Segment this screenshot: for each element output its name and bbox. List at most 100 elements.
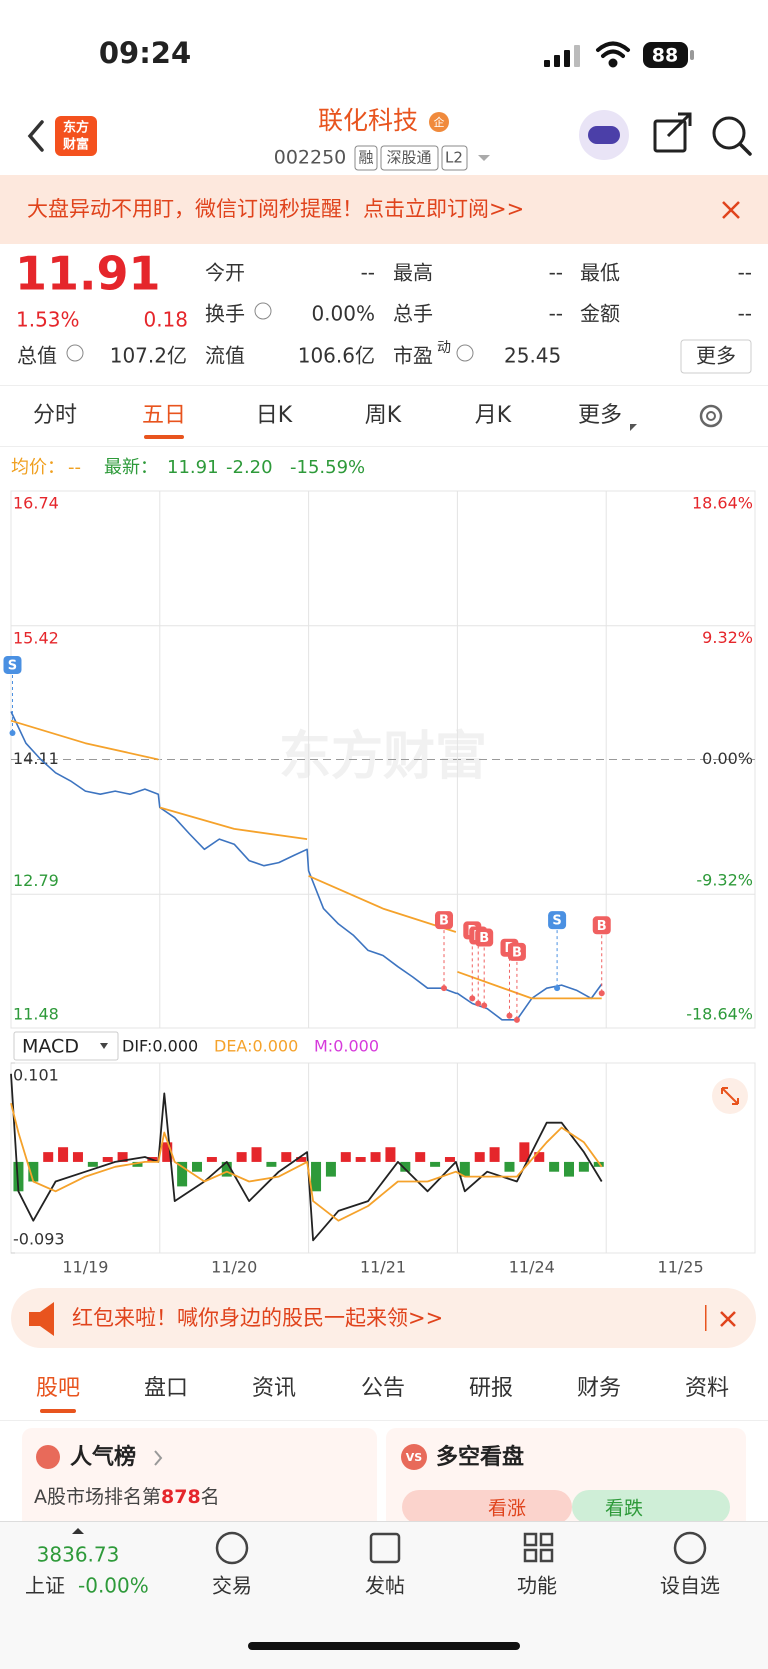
field-value: 25.45 [504,344,561,368]
nav-item[interactable]: 交易 [212,1574,252,1598]
field-value: 0.00% [311,302,375,326]
field-sup: 动 [437,340,451,356]
trade-label: S [552,914,561,929]
histogram-bar [43,1152,54,1162]
bear-label[interactable]: 看跌 [605,1498,643,1520]
section-tab[interactable]: 股吧 [36,1376,80,1401]
tab[interactable]: 五日 [142,403,186,428]
banner[interactable] [0,175,768,244]
divider [0,446,768,447]
info-icon[interactable] [66,344,84,362]
x-tick-label: 11/24 [509,1258,555,1277]
field-value: -- [361,261,375,285]
tab[interactable]: 月K [475,403,512,428]
field-value: -- [738,302,752,326]
histogram-bar [474,1152,485,1162]
nav-item[interactable]: 发帖 [365,1574,405,1598]
histogram-bar [296,1157,307,1162]
rank: 878 [161,1486,201,1508]
home-indicator [248,1642,520,1650]
info-icon[interactable] [254,302,272,320]
histogram-bar [504,1161,515,1172]
wifi-icon [596,41,630,68]
watch-icon [673,1531,707,1565]
macd-line [10,1073,603,1242]
promo-separator [705,1305,707,1331]
logo-text: 财富 [63,137,89,153]
field-label: 市盈 [393,344,433,368]
search-button[interactable] [712,116,746,150]
tab[interactable]: 日K [256,403,293,428]
bull-label[interactable]: 看涨 [488,1498,526,1520]
trade-icon [215,1531,249,1565]
y2-tick-label: 0.00% [702,749,753,768]
change-amount: 0.18 [143,308,188,332]
legend-avg: 均价： [11,457,65,478]
section-tab[interactable]: 资讯 [252,1376,296,1401]
trade-point [475,1000,482,1007]
tab[interactable]: 更多 [578,403,622,428]
tag-box [441,145,468,171]
stock-code: 002250 [274,147,347,169]
battery [643,42,688,68]
more-label[interactable]: 更多 [696,344,736,368]
macd-chart: -0.093 0.101 11/19 11/20 11/21 11/24 11/25 [10,1062,756,1277]
rank-text: A股市场排名第 [34,1486,161,1508]
trade-point [506,1012,513,1019]
back-button[interactable] [27,120,44,152]
section-tab[interactable]: 盘口 [144,1376,188,1401]
indicator-select[interactable] [13,1031,119,1061]
dropdown-arrow[interactable] [478,155,490,161]
index-arrow [72,1528,84,1534]
y-tick-label: 12.79 [13,871,59,890]
trade-point [481,1002,488,1009]
section-tab[interactable]: 财务 [577,1376,621,1401]
index-change[interactable]: -0.00% [78,1574,149,1598]
promo-text[interactable]: 红包来啦！喊你身边的股民一起来领>> [72,1306,443,1330]
y-tick-label: 0.101 [13,1066,59,1085]
price: 11.91 [15,247,161,301]
promo-close[interactable] [720,1311,736,1327]
tab[interactable]: 周K [365,403,402,428]
histogram-bar [132,1161,143,1167]
info-icon[interactable] [456,344,474,362]
tab[interactable]: 分时 [33,403,77,428]
nav-item[interactable]: 设自选 [660,1574,720,1598]
histogram-bar [28,1161,39,1182]
indicator-name[interactable]: MACD [22,1036,79,1058]
histogram-bar [400,1161,411,1172]
bear-button[interactable] [572,1490,730,1524]
nav-item[interactable]: 功能 [517,1574,557,1598]
promo-banner[interactable] [11,1288,756,1348]
tab-underline [144,435,184,439]
section-tab[interactable]: 研报 [469,1376,513,1401]
badge-bg [429,112,449,132]
trade-icon [475,928,494,947]
histogram-bar [13,1161,24,1192]
histogram-bar [206,1157,217,1162]
y-tick-label: 15.42 [13,628,59,647]
trade-label: B [597,919,607,934]
popularity-card[interactable] [22,1428,377,1538]
more-button[interactable] [680,339,752,374]
tag-box [380,145,439,171]
price-line [10,711,603,1021]
bull-button[interactable] [402,1490,572,1524]
section-tab[interactable]: 资料 [685,1376,729,1401]
histogram-bar [385,1147,396,1162]
share-button[interactable] [653,119,687,153]
popularity-icon [36,1445,60,1469]
trade-label: S [8,658,17,673]
index-name[interactable]: 上证 [25,1574,65,1598]
settings-button[interactable] [699,404,723,428]
banner-close[interactable] [722,201,740,219]
tag: L2 [445,149,463,167]
section-tab[interactable]: 公告 [361,1376,405,1401]
index-value[interactable]: 3836.73 [37,1543,120,1567]
indicator-arrow [100,1043,108,1049]
expand-icon [721,1087,739,1105]
histogram-bar [236,1152,247,1162]
banner-text[interactable]: 大盘异动不用盯，微信订阅秒提醒！点击立即订阅>> [27,197,524,221]
histogram-bar [430,1161,441,1167]
